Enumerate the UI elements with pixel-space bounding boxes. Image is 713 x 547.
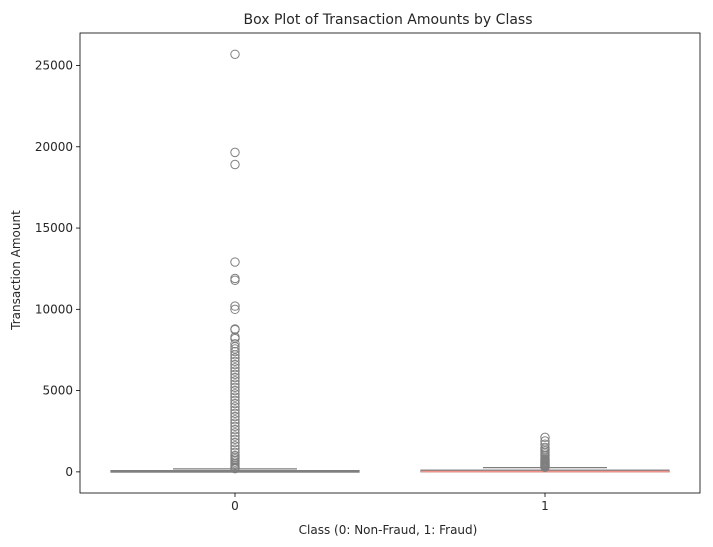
x-tick-label: 1 bbox=[541, 499, 549, 513]
outlier-point bbox=[230, 301, 240, 311]
outlier-point bbox=[230, 402, 240, 412]
y-axis-label: Transaction Amount bbox=[9, 210, 23, 331]
outlier-point bbox=[230, 415, 240, 425]
outlier-point bbox=[230, 344, 240, 354]
outlier-point bbox=[230, 385, 240, 396]
outlier-point bbox=[230, 379, 240, 389]
outlier-point bbox=[230, 434, 240, 445]
outlier-point bbox=[230, 424, 240, 435]
outlier-point bbox=[230, 159, 240, 170]
plot-area: 0 5000 10000 15000 20000 25000 0 1 bbox=[35, 32, 701, 513]
outlier-point bbox=[230, 273, 240, 284]
y-tick-label: 15000 bbox=[35, 221, 73, 235]
outlier-point bbox=[230, 463, 240, 474]
chart-title: Box Plot of Transaction Amounts by Class bbox=[243, 12, 532, 28]
y-tick-label: 10000 bbox=[35, 302, 73, 316]
x-tick-label: 0 bbox=[231, 499, 239, 513]
outlier-point bbox=[230, 431, 240, 441]
outlier-point bbox=[230, 257, 240, 267]
outlier-point bbox=[230, 304, 240, 315]
outlier-point bbox=[230, 350, 240, 360]
outlier-point bbox=[230, 353, 240, 363]
outlier-point bbox=[230, 389, 240, 399]
outlier-point bbox=[540, 432, 550, 443]
outlier-point bbox=[230, 324, 240, 335]
outlier-point bbox=[230, 405, 240, 415]
y-tick-label: 25000 bbox=[35, 59, 73, 73]
outlier-point bbox=[230, 372, 240, 383]
outlier-point bbox=[540, 462, 550, 473]
outlier-point bbox=[230, 356, 240, 367]
outlier-point bbox=[230, 418, 240, 428]
outlier-point bbox=[230, 366, 240, 376]
x-axis-label: Class (0: Non-Fraud, 1: Fraud) bbox=[299, 523, 478, 537]
outlier-point bbox=[230, 369, 240, 380]
outlier-point bbox=[230, 408, 240, 419]
outlier-point bbox=[230, 275, 240, 285]
outlier-point bbox=[230, 147, 240, 158]
outlier-point bbox=[230, 428, 240, 438]
y-tick-label: 20000 bbox=[35, 140, 73, 154]
outlier-point bbox=[230, 421, 240, 432]
outlier-point bbox=[230, 411, 240, 422]
y-tick-label: 0 bbox=[65, 465, 73, 479]
outlier-point bbox=[230, 392, 240, 402]
plot-frame bbox=[79, 32, 701, 494]
outlier-point bbox=[230, 359, 240, 370]
outlier-point bbox=[230, 398, 240, 409]
outlier-point bbox=[230, 376, 240, 386]
outlier-point bbox=[230, 49, 240, 59]
outlier-point bbox=[230, 441, 240, 451]
outlier-point bbox=[230, 339, 240, 349]
outlier-point bbox=[230, 382, 240, 393]
outlier-point bbox=[230, 363, 240, 373]
outlier-point bbox=[230, 395, 240, 406]
y-tick-label: 5000 bbox=[42, 384, 73, 398]
outlier-point bbox=[230, 346, 240, 357]
outlier-point bbox=[230, 437, 240, 448]
